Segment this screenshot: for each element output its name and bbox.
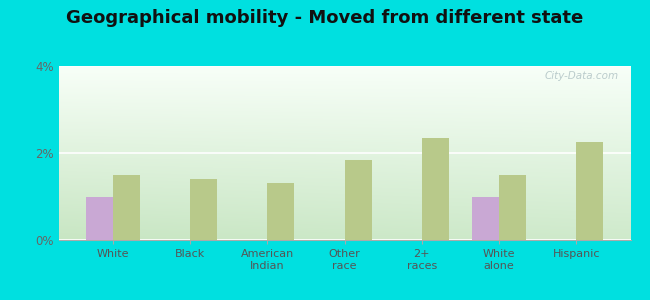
Bar <box>86 196 112 240</box>
Bar <box>577 142 603 240</box>
Bar <box>267 183 294 240</box>
Bar <box>344 160 372 240</box>
Text: City-Data.com: City-Data.com <box>545 71 619 81</box>
Bar <box>472 196 499 240</box>
Bar <box>499 175 526 240</box>
Bar <box>112 175 140 240</box>
Bar <box>422 138 449 240</box>
Bar <box>190 179 217 240</box>
Text: Geographical mobility - Moved from different state: Geographical mobility - Moved from diffe… <box>66 9 584 27</box>
